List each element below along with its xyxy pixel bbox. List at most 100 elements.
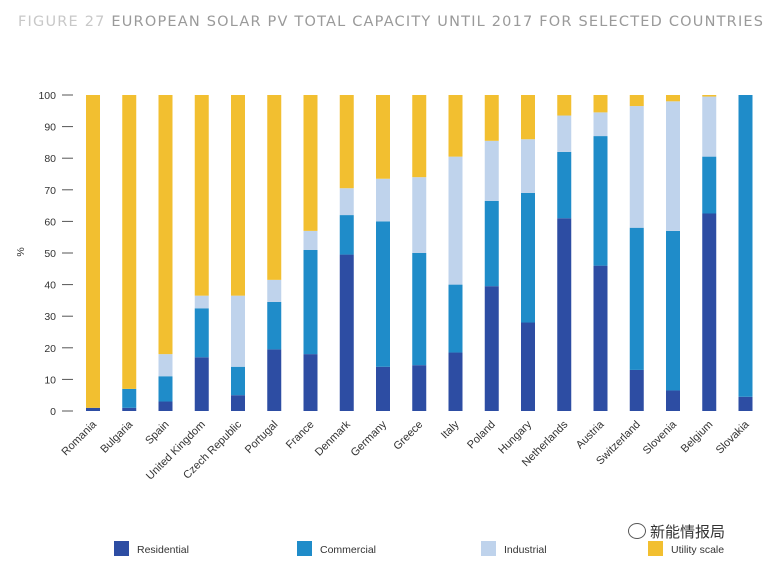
bar-segment-residential [86, 407, 100, 411]
bar-segment-industrial [339, 188, 354, 216]
bar-segment-commercial [702, 156, 717, 214]
bar-segment-commercial [666, 230, 680, 391]
x-tick-label: Romania [60, 418, 100, 458]
bar-segment-residential [448, 352, 463, 411]
y-tick-label: 30 [44, 311, 56, 323]
bar-segment-residential [231, 395, 245, 411]
figure-number: FIGURE 27 [18, 14, 106, 30]
watermark-text: 新能情报局 [650, 523, 726, 541]
bar-segment-utility [521, 95, 535, 140]
bar-segment-commercial [412, 253, 427, 366]
bar-segment-residential [267, 349, 282, 411]
legend-label: Residential [137, 544, 189, 556]
bar-segment-commercial [629, 227, 644, 370]
bar-segment-residential [666, 390, 680, 411]
bar-segment-utility [412, 95, 427, 178]
bar-segment-utility [158, 95, 173, 355]
bar-segment-utility [231, 95, 245, 296]
y-tick-label: 100 [38, 90, 56, 102]
bar-segment-residential [412, 365, 427, 411]
bar-segment-residential [303, 354, 318, 411]
y-tick-label: 50 [44, 248, 56, 260]
bar-segment-commercial [122, 388, 137, 408]
bar-segment-residential [484, 286, 499, 411]
bar-segment-residential [521, 322, 535, 411]
bar-segment-industrial [629, 106, 644, 228]
bar-segment-industrial [158, 354, 173, 377]
y-tick-label: 40 [44, 280, 56, 292]
bar-segment-residential [738, 396, 753, 411]
bar-segment-residential [194, 357, 209, 411]
y-tick-label: 60 [44, 216, 56, 228]
x-tick-label: Greece [391, 419, 425, 453]
x-tick-label: Belgium [679, 419, 716, 456]
y-tick-label: 70 [44, 185, 56, 197]
bar-segment-industrial [557, 115, 572, 152]
bar-segment-commercial [158, 376, 173, 402]
bar-segment-commercial [231, 366, 245, 396]
bar-segment-utility [629, 95, 644, 107]
bar-segment-residential [122, 407, 137, 411]
bar-segment-residential [376, 366, 390, 411]
legend-swatch [648, 541, 663, 556]
legend-item-commercial: Commercial [297, 541, 376, 556]
bar-segment-utility [303, 95, 318, 231]
x-tick-label: Italy [439, 418, 462, 441]
bar-segment-utility [557, 95, 572, 116]
x-tick-label: Austria [574, 418, 607, 451]
chart-title: FIGURE 27 EUROPEAN SOLAR PV TOTAL CAPACI… [18, 14, 764, 30]
bar-segment-utility [376, 95, 390, 179]
bar-segment-residential [339, 254, 354, 411]
y-axis-label: % [15, 247, 27, 256]
chart-title-text: EUROPEAN SOLAR PV TOTAL CAPACITY UNTIL 2… [111, 14, 765, 30]
bar-segment-utility [448, 95, 463, 157]
y-tick-label: 90 [44, 122, 56, 134]
bar-segment-commercial [557, 151, 572, 219]
bar-segment-residential [593, 265, 608, 411]
bar-segment-commercial [738, 95, 753, 397]
y-tick-label: 20 [44, 343, 56, 355]
x-tick-label: Slovenia [641, 418, 680, 457]
bar-segment-industrial [666, 101, 680, 231]
legend-label: Utility scale [671, 544, 725, 556]
bar-segment-industrial [231, 295, 245, 367]
bar-segment-utility [484, 95, 499, 141]
legend-item-residential: Residential [114, 541, 189, 556]
x-tick-label: Germany [349, 418, 390, 459]
bar-segment-residential [158, 401, 173, 411]
bar-segment-utility [593, 95, 608, 113]
legend-swatch [481, 541, 496, 556]
y-tick-label: 80 [44, 153, 56, 165]
legend-item-industrial: Industrial [481, 541, 547, 556]
legend-swatch [297, 541, 312, 556]
bar-segment-industrial [448, 156, 463, 285]
x-tick-label: Spain [143, 419, 171, 447]
bar-segment-industrial [303, 230, 318, 250]
bar-segment-commercial [484, 200, 499, 287]
bar-segment-utility [267, 95, 282, 280]
watermark: 新能情报局 [628, 521, 725, 542]
legend-label: Industrial [504, 544, 547, 556]
chart-legend: Residential Commercial Industrial Utility s… [0, 541, 784, 561]
legend-item-utility: Utility scale [648, 541, 724, 556]
x-tick-label: France [284, 419, 317, 452]
bar-segment-utility [194, 95, 209, 296]
bar-segment-industrial [521, 139, 535, 193]
x-tick-label: Poland [465, 419, 498, 452]
wechat-bubble-icon [628, 523, 646, 539]
x-tick-label: Slovakia [714, 418, 753, 457]
bar-segment-industrial [484, 140, 499, 201]
bar-segment-commercial [303, 249, 318, 355]
bar-segment-utility [339, 95, 354, 189]
bar-segment-industrial [376, 178, 390, 222]
bar-segment-industrial [412, 177, 427, 253]
bar-segment-commercial [339, 215, 354, 255]
legend-swatch [114, 541, 129, 556]
legend-label: Commercial [320, 544, 377, 556]
bar-segment-utility [702, 95, 717, 97]
x-tick-label: Denmark [313, 418, 353, 458]
bar-segment-utility [86, 95, 100, 408]
bar-segment-commercial [267, 301, 282, 350]
bar-segment-commercial [593, 136, 608, 266]
bar-segment-utility [122, 95, 137, 389]
